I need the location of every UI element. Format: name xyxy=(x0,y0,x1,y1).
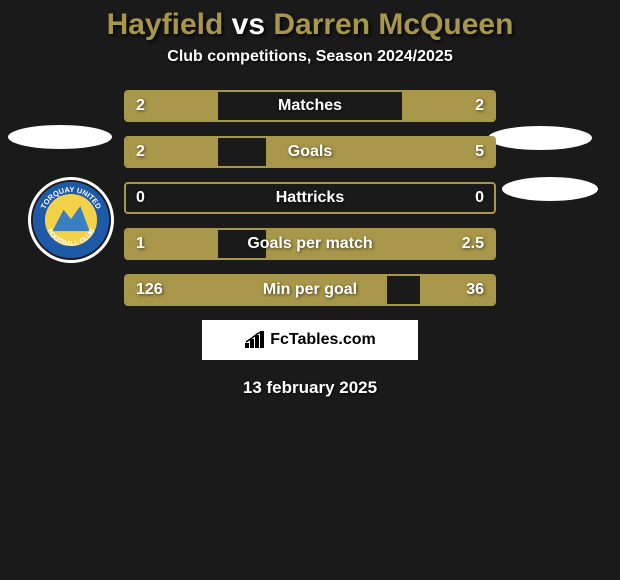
stat-value-left: 2 xyxy=(136,138,145,166)
club-badge: TORQUAY UNITED FOOTBALL CLUB xyxy=(28,177,114,263)
stat-label: Goals per match xyxy=(126,230,494,258)
stats-container: Matches22Goals25Hattricks00Goals per mat… xyxy=(124,90,496,306)
club-badge-svg: TORQUAY UNITED FOOTBALL CLUB xyxy=(31,177,111,263)
stat-row: Goals per match1 2.5 xyxy=(124,228,496,260)
club-badge-inner: TORQUAY UNITED FOOTBALL CLUB xyxy=(31,180,111,260)
footer-date: 13 february 2025 xyxy=(0,378,620,398)
stat-value-left: 2 xyxy=(136,92,145,120)
stat-label: Goals xyxy=(126,138,494,166)
stat-value-right: 2 xyxy=(475,92,484,120)
stat-value-right: 0 xyxy=(475,184,484,212)
player-right-placeholder-1 xyxy=(488,126,592,150)
stat-value-left: 126 xyxy=(136,276,163,304)
stat-label: Matches xyxy=(126,92,494,120)
stat-value-right: 36 xyxy=(466,276,484,304)
player-right-placeholder-2 xyxy=(502,177,598,201)
stat-value-right: 2.5 xyxy=(462,230,484,258)
brand-text: FcTables.com xyxy=(270,331,376,349)
stat-row: Hattricks0 0 xyxy=(124,182,496,214)
subtitle: Club competitions, Season 2024/2025 xyxy=(0,48,620,66)
stat-value-left: 0 xyxy=(136,184,145,212)
stat-label: Hattricks xyxy=(126,184,494,212)
stat-row: Goals2 5 xyxy=(124,136,496,168)
stat-value-right: 5 xyxy=(475,138,484,166)
stat-row: Matches2 2 xyxy=(124,90,496,122)
stat-row: Min per goal126 36 xyxy=(124,274,496,306)
page-title: Hayfield vs Darren McQueen xyxy=(0,0,620,42)
brand-icon xyxy=(244,331,266,349)
title-left: Hayfield xyxy=(107,8,224,41)
stat-value-left: 1 xyxy=(136,230,145,258)
title-right: Darren McQueen xyxy=(273,8,513,41)
stat-label: Min per goal xyxy=(126,276,494,304)
player-left-placeholder xyxy=(8,125,112,149)
title-mid: vs xyxy=(223,8,273,41)
brand-box: FcTables.com xyxy=(202,320,418,360)
